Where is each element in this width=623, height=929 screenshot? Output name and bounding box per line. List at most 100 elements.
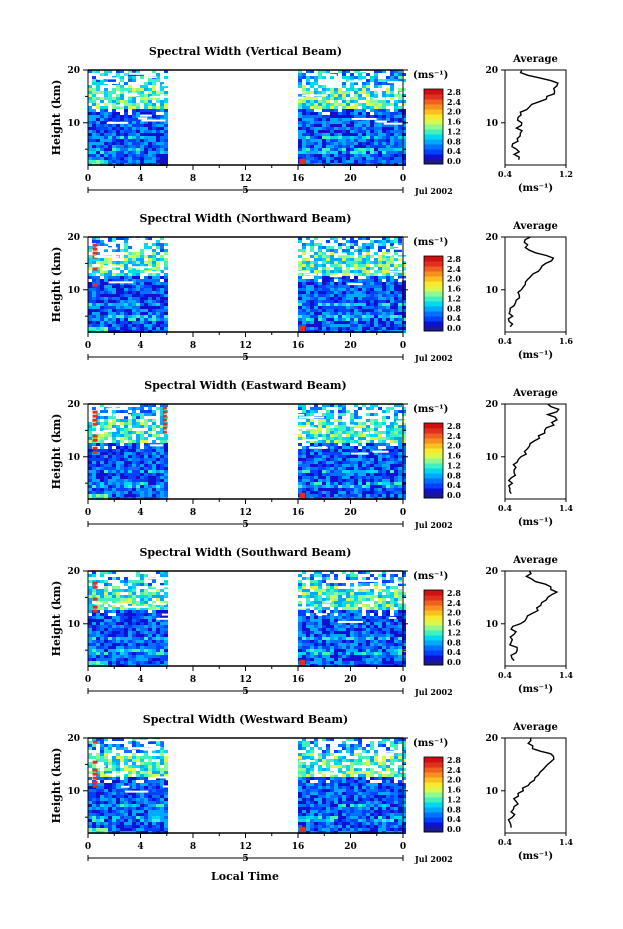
avg-x-tick-label: 1.6 — [559, 336, 573, 346]
colorbar-tick-label: 0.0 — [447, 156, 461, 166]
x-tick-label: 0 — [400, 842, 406, 852]
colorbar-tick-label: 2.8 — [447, 588, 461, 598]
x-tick-label: 4 — [137, 341, 143, 351]
avg-x-tick-label: 0.4 — [498, 503, 512, 513]
x-tick-label: 12 — [239, 174, 252, 184]
colorbar-swatch — [424, 124, 443, 130]
y-axis-label: Height (km) — [50, 748, 63, 824]
panel-2: Spectral Width (Eastward Beam) 20 10 Height… — [50, 379, 573, 530]
avg-y-tick-label: 10 — [485, 787, 498, 797]
colorbar-swatch — [424, 109, 443, 115]
colorbar-tick-label: 1.2 — [447, 460, 461, 470]
colorbar-unit-label: (ms⁻¹) — [413, 571, 448, 582]
date-label: Jul 2002 — [414, 353, 453, 363]
avg-x-tick-label: 0.4 — [498, 837, 512, 847]
avg-x-tick-label: 0.4 — [498, 336, 512, 346]
colorbar-swatch — [424, 433, 443, 439]
x-tick-label: 20 — [344, 842, 357, 852]
colorbar-tick-label: 0.4 — [447, 146, 461, 156]
panel-1: Spectral Width (Northward Beam) 20 10 Heigh… — [50, 212, 573, 363]
colorbar-tick-label: 1.2 — [447, 627, 461, 637]
y-axis-label: Height (km) — [50, 80, 63, 156]
colorbar-frame — [423, 88, 444, 165]
colorbar-swatch — [424, 625, 443, 631]
colorbar-tick-label: 0.8 — [447, 637, 461, 647]
colorbar-tick-label: 2.8 — [447, 755, 461, 765]
date-label: Jul 2002 — [414, 186, 453, 196]
x-tick-label: 0 — [85, 842, 91, 852]
y-tick-label: 20 — [67, 567, 80, 577]
x-tick-label: 4 — [137, 508, 143, 518]
avg-x-axis-label: (ms⁻¹) — [518, 183, 553, 194]
x-tick-label: 4 — [137, 174, 143, 184]
avg-y-tick-label: 10 — [485, 286, 498, 296]
colorbar-frame — [423, 255, 444, 332]
colorbar-swatch — [424, 772, 443, 778]
avg-x-tick-label: 1.4 — [559, 503, 573, 513]
colorbar-swatch — [424, 326, 443, 332]
colorbar-swatch — [424, 802, 443, 808]
colorbar-swatch — [424, 655, 443, 661]
avg-y-tick-label: 20 — [485, 66, 498, 76]
colorbar-unit-label: (ms⁻¹) — [413, 70, 448, 81]
colorbar-swatch — [424, 134, 443, 140]
colorbar-swatch — [424, 757, 443, 763]
colorbar-tick-label: 1.6 — [447, 785, 461, 795]
x-tick-label: 16 — [292, 508, 305, 518]
y-tick-label: 10 — [67, 286, 80, 296]
colorbar-swatch — [424, 590, 443, 596]
x-tick-label: 20 — [344, 341, 357, 351]
colorbar-swatch — [424, 129, 443, 135]
avg-x-tick-label: 0.4 — [498, 670, 512, 680]
colorbar-tick-label: 0.0 — [447, 490, 461, 500]
colorbar-swatch — [424, 301, 443, 307]
colorbar-tick-label: 1.6 — [447, 451, 461, 461]
x-tick-label: 16 — [292, 174, 305, 184]
colorbar-tick-label: 0.4 — [447, 647, 461, 657]
x-tick-label: 12 — [239, 341, 252, 351]
colorbar-swatch — [424, 797, 443, 803]
colorbar-swatch — [424, 448, 443, 454]
colorbar-swatch — [424, 104, 443, 110]
colorbar-frame — [423, 589, 444, 666]
colorbar-swatch — [424, 645, 443, 651]
y-tick-label: 10 — [67, 787, 80, 797]
avg-x-axis-label: (ms⁻¹) — [518, 517, 553, 528]
colorbar-swatch — [424, 660, 443, 666]
average-profile-line — [508, 570, 559, 662]
colorbar-swatch — [424, 159, 443, 165]
colorbar-swatch — [424, 99, 443, 105]
colorbar-tick-label: 1.6 — [447, 117, 461, 127]
day-label: 5 — [242, 520, 248, 530]
colorbar-swatch — [424, 316, 443, 322]
colorbar-tick-label: 2.4 — [447, 765, 461, 775]
colorbar-swatch — [424, 782, 443, 788]
colorbar-tick-label: 2.8 — [447, 87, 461, 97]
colorbar-swatch — [424, 443, 443, 449]
avg-x-tick-label: 0.4 — [498, 169, 512, 179]
colorbar-tick-label: 2.0 — [447, 274, 461, 284]
y-tick-label: 20 — [67, 734, 80, 744]
panel-title: Spectral Width (Eastward Beam) — [144, 379, 346, 392]
x-tick-label: 20 — [344, 174, 357, 184]
colorbar-swatch — [424, 154, 443, 160]
colorbar-unit-label: (ms⁻¹) — [413, 237, 448, 248]
y-tick-label: 10 — [67, 453, 80, 463]
avg-x-axis-label: (ms⁻¹) — [518, 684, 553, 695]
colorbar-tick-label: 2.4 — [447, 264, 461, 274]
colorbar-swatch — [424, 458, 443, 464]
y-tick-label: 10 — [67, 119, 80, 129]
y-tick-label: 20 — [67, 400, 80, 410]
colorbar-swatch — [424, 493, 443, 499]
colorbar-unit-label: (ms⁻¹) — [413, 404, 448, 415]
colorbar-swatch — [424, 144, 443, 150]
avg-x-tick-label: 1.4 — [559, 837, 573, 847]
avg-y-tick-label: 10 — [485, 453, 498, 463]
colorbar-swatch — [424, 620, 443, 626]
colorbar-swatch — [424, 812, 443, 818]
x-tick-label: 0 — [85, 508, 91, 518]
colorbar-tick-label: 2.8 — [447, 421, 461, 431]
average-frame — [504, 69, 567, 166]
x-tick-label: 16 — [292, 341, 305, 351]
colorbar-swatch — [424, 271, 443, 277]
